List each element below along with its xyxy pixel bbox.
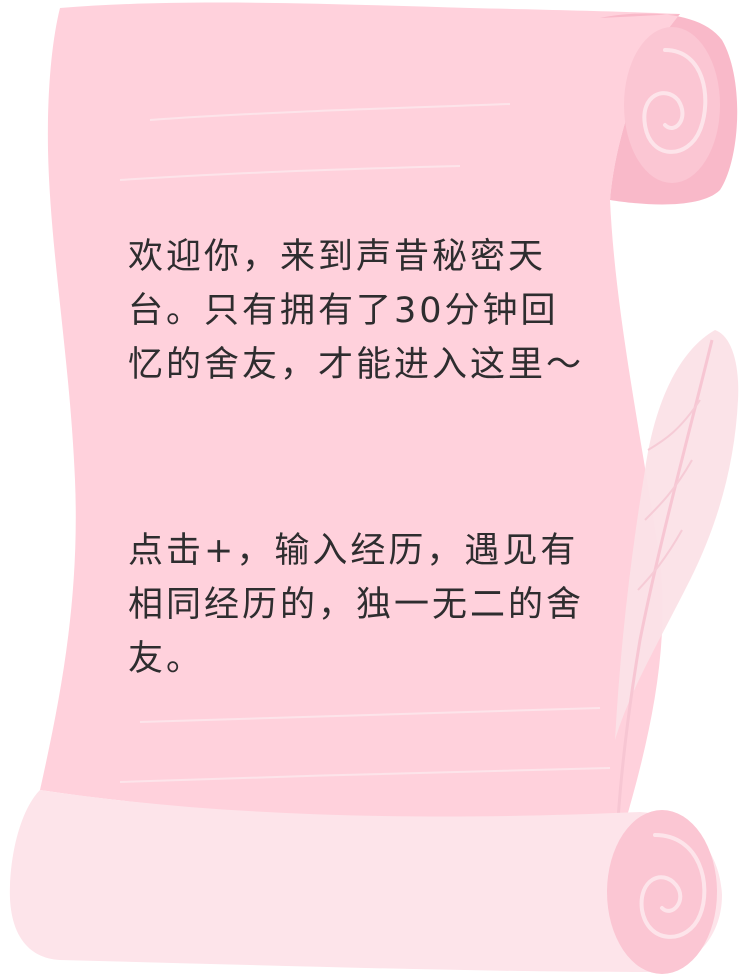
- quill-shaft: [616, 339, 714, 821]
- quill-barb: [647, 399, 701, 451]
- paper-line: [149, 103, 511, 121]
- quill-vane: [615, 330, 739, 740]
- intro-text: 欢迎你，来到声昔秘密天台。只有拥有了30分钟回忆的舍友，才能进入这里～: [128, 237, 585, 385]
- bottom-roll: [9, 790, 722, 974]
- paper-line: [119, 767, 611, 783]
- top-roll: [600, 13, 738, 205]
- quill-barb: [637, 529, 683, 591]
- instruction-text: 点击+，输入经历，遇见有相同经历的，独一无二的舍友。: [128, 531, 585, 679]
- paper-line: [139, 707, 601, 723]
- paper-line: [119, 165, 461, 181]
- bottom-roll-body: [9, 790, 722, 972]
- top-roll-swirl: [642, 48, 708, 154]
- quill-barb: [644, 459, 693, 521]
- scroll-paper: [40, 2, 680, 840]
- bottom-roll-swirl: [639, 833, 707, 939]
- quill-icon: [615, 330, 739, 821]
